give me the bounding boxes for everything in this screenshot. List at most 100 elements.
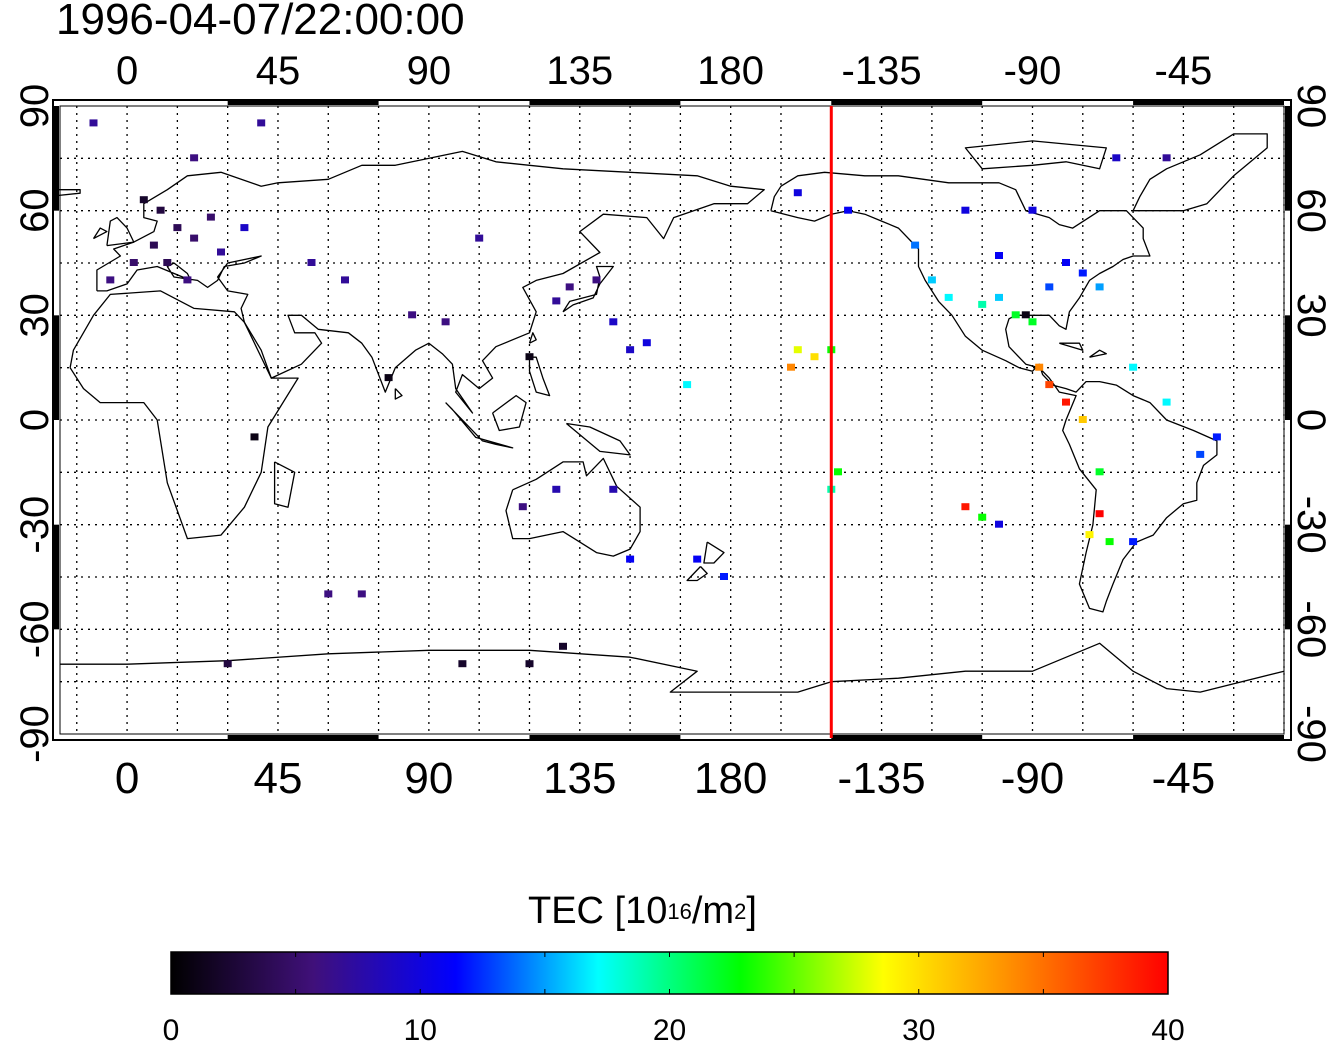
tec-data-point bbox=[1021, 311, 1030, 319]
tec-data-point bbox=[844, 206, 853, 214]
lat-tick-label-right: 90 bbox=[1289, 84, 1333, 129]
tec-data-point bbox=[995, 520, 1003, 528]
graticule bbox=[60, 106, 1285, 734]
coastline-path bbox=[491, 394, 527, 432]
tec-data-point bbox=[683, 381, 692, 389]
frame-bar bbox=[831, 100, 983, 105]
lon-tick-label-top: 180 bbox=[697, 49, 764, 93]
frame-bar bbox=[529, 735, 681, 740]
tec-data-point bbox=[324, 590, 333, 598]
frame-bar bbox=[54, 106, 59, 211]
tec-data-point bbox=[129, 259, 138, 266]
frame-bar bbox=[529, 100, 681, 105]
coastline-path bbox=[528, 356, 551, 397]
coastline-path bbox=[69, 290, 299, 540]
tec-data-point bbox=[441, 318, 450, 326]
tec-data-point bbox=[1095, 468, 1104, 476]
coastline-path bbox=[1089, 349, 1107, 358]
tec-data-point bbox=[642, 339, 651, 347]
tec-data-point bbox=[978, 513, 987, 521]
tec-data-point bbox=[1112, 154, 1121, 162]
tec-data-point bbox=[458, 660, 467, 668]
colorbar-title: TEC [1016/m2] bbox=[528, 890, 757, 932]
axis-tick-labels: 0 0 45 45 90 90 135 135 180 180 -135 -135 -90 -90 -45 -… bbox=[13, 49, 1333, 803]
tec-data-point bbox=[995, 293, 1003, 301]
tec-data-point bbox=[89, 119, 98, 127]
tec-data-point bbox=[1062, 398, 1070, 406]
axis-border-bars bbox=[54, 100, 1290, 740]
frame-bar bbox=[227, 735, 379, 740]
frame-bar bbox=[1133, 735, 1284, 740]
tec-data-point bbox=[793, 189, 802, 197]
tec-data-point bbox=[173, 224, 182, 232]
tec-data-point bbox=[592, 276, 601, 284]
tec-data-point bbox=[978, 300, 987, 308]
tec-data-point bbox=[944, 293, 953, 301]
colorbar-tick-label: 40 bbox=[1151, 1014, 1184, 1042]
tec-data-point bbox=[357, 590, 366, 598]
tec-data-point bbox=[927, 276, 936, 284]
tec-data-point bbox=[1085, 531, 1094, 539]
tec-data-point bbox=[810, 353, 819, 361]
tec-data-point bbox=[384, 374, 393, 382]
tec-data-point bbox=[552, 297, 561, 305]
lat-tick-label-left: -90 bbox=[13, 705, 57, 763]
frame-bar bbox=[54, 315, 59, 420]
tec-data-point bbox=[609, 318, 618, 326]
tec-data-point bbox=[1045, 283, 1054, 291]
tec-data-point bbox=[911, 241, 920, 249]
lat-tick-label-left: 90 bbox=[13, 84, 57, 129]
coastline-path bbox=[562, 265, 614, 313]
coastline-path bbox=[770, 171, 1218, 613]
tec-data-point bbox=[720, 573, 728, 580]
coastline-path bbox=[53, 189, 81, 197]
frame-bar bbox=[54, 524, 59, 630]
colorbar-gradient bbox=[170, 951, 1169, 995]
lat-tick-label-right: 0 bbox=[1289, 409, 1333, 431]
colorbar-tick-label: 30 bbox=[902, 1014, 935, 1042]
timestamp-title: 1996-04-07/22:00:00 bbox=[56, 0, 465, 44]
tec-data-point bbox=[156, 206, 165, 214]
tec-data-point bbox=[1212, 433, 1221, 441]
tec-data-point bbox=[609, 485, 618, 493]
tec-data-point bbox=[1129, 363, 1138, 371]
tec-data-point bbox=[183, 276, 192, 284]
lon-tick-label-bottom: -135 bbox=[838, 754, 926, 803]
lon-tick-label-top: 135 bbox=[546, 49, 613, 93]
lat-tick-label-left: 60 bbox=[13, 188, 57, 233]
tec-data-point bbox=[1095, 283, 1104, 291]
tec-data-point bbox=[1028, 318, 1037, 326]
coastline-path bbox=[1059, 342, 1084, 351]
tec-data-point bbox=[206, 213, 215, 221]
tec-data-point bbox=[408, 311, 417, 319]
coastline-path bbox=[528, 332, 537, 344]
tec-data-point bbox=[240, 224, 249, 232]
coastline-path bbox=[703, 541, 725, 564]
lon-tick-label-top: 90 bbox=[407, 49, 452, 93]
tec-data-point bbox=[1162, 154, 1171, 162]
coastline-path bbox=[445, 402, 514, 449]
frame-bar bbox=[1285, 106, 1290, 211]
lon-tick-label-top: -90 bbox=[1004, 49, 1062, 93]
tec-data-point bbox=[475, 234, 484, 242]
tec-data-point bbox=[626, 555, 635, 563]
tec-data-point bbox=[559, 642, 567, 650]
tec-data-point bbox=[1011, 311, 1020, 319]
lon-tick-label-bottom: 135 bbox=[543, 754, 616, 803]
frame-bar bbox=[831, 735, 983, 740]
coastline-path bbox=[505, 457, 641, 557]
coastline-path bbox=[96, 150, 765, 414]
lat-tick-label-left: 30 bbox=[13, 293, 57, 338]
coastline-path bbox=[1132, 133, 1268, 212]
frame-bar bbox=[1285, 315, 1290, 420]
colorbar-tick-label: 10 bbox=[404, 1014, 437, 1042]
lon-tick-label-bottom: 0 bbox=[115, 754, 139, 803]
lon-tick-label-top: -45 bbox=[1154, 49, 1212, 93]
tec-data-point bbox=[223, 660, 232, 668]
lon-tick-label-top: -135 bbox=[842, 49, 922, 93]
tec-data-point bbox=[307, 259, 316, 266]
tec-data-point bbox=[163, 259, 172, 266]
tec-data-point bbox=[106, 276, 115, 284]
tec-data-point bbox=[149, 241, 158, 249]
